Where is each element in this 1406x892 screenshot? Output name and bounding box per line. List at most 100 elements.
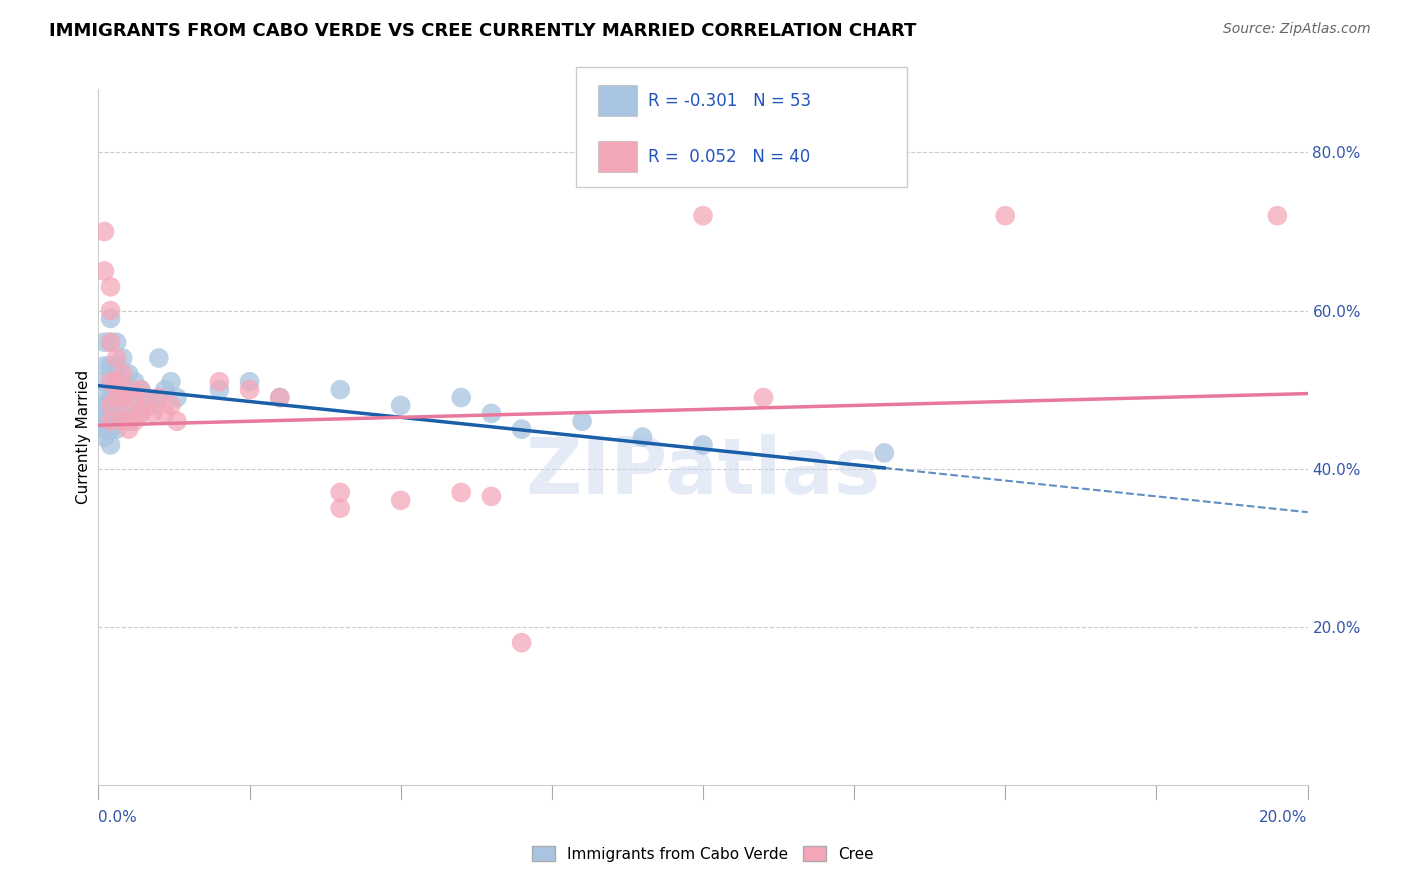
Point: [111, 375, 134, 389]
Point: [93, 359, 115, 373]
Point: [105, 422, 128, 436]
Point: [752, 391, 775, 405]
Point: [142, 406, 165, 420]
Point: [93, 406, 115, 420]
Point: [100, 375, 122, 389]
Point: [118, 383, 141, 397]
Point: [105, 375, 128, 389]
Point: [105, 335, 128, 350]
Point: [111, 367, 134, 381]
Text: R = -0.301   N = 53: R = -0.301 N = 53: [648, 92, 811, 111]
Point: [510, 422, 533, 436]
Text: Source: ZipAtlas.com: Source: ZipAtlas.com: [1223, 22, 1371, 37]
Point: [129, 383, 152, 397]
Point: [93, 391, 115, 405]
Point: [148, 391, 170, 405]
Point: [124, 399, 146, 413]
Point: [135, 391, 157, 405]
Point: [142, 399, 165, 413]
Point: [129, 406, 152, 420]
Text: 20.0%: 20.0%: [1260, 810, 1308, 825]
Point: [93, 399, 115, 413]
Point: [450, 485, 472, 500]
Point: [329, 485, 352, 500]
Point: [160, 399, 183, 413]
Point: [208, 383, 231, 397]
Point: [450, 391, 472, 405]
Point: [93, 335, 115, 350]
Point: [994, 209, 1017, 223]
Point: [100, 414, 122, 428]
Point: [111, 351, 134, 365]
Point: [329, 383, 352, 397]
Point: [481, 489, 503, 503]
Point: [153, 406, 176, 420]
Text: R =  0.052   N = 40: R = 0.052 N = 40: [648, 148, 810, 166]
Point: [148, 351, 170, 365]
Point: [100, 399, 122, 413]
Point: [329, 501, 352, 516]
Point: [160, 375, 183, 389]
Point: [93, 430, 115, 444]
Point: [571, 414, 593, 428]
Point: [148, 391, 170, 405]
Point: [100, 359, 122, 373]
Point: [135, 399, 157, 413]
Point: [118, 367, 141, 381]
Point: [118, 414, 141, 428]
Point: [111, 406, 134, 420]
Point: [1267, 209, 1289, 223]
Point: [129, 406, 152, 420]
Point: [105, 351, 128, 365]
Point: [93, 375, 115, 389]
Point: [100, 303, 122, 318]
Y-axis label: Currently Married: Currently Married: [76, 370, 91, 504]
Point: [208, 375, 231, 389]
Point: [100, 406, 122, 420]
Legend: Immigrants from Cabo Verde, Cree: Immigrants from Cabo Verde, Cree: [526, 839, 880, 868]
Point: [100, 422, 122, 436]
Point: [105, 391, 128, 405]
Point: [153, 383, 176, 397]
Point: [100, 391, 122, 405]
Point: [93, 225, 115, 239]
Point: [100, 375, 122, 389]
Point: [481, 406, 503, 420]
Point: [124, 414, 146, 428]
Point: [105, 391, 128, 405]
Point: [118, 406, 141, 420]
Point: [873, 446, 896, 460]
Point: [124, 391, 146, 405]
Text: ZIPatlas: ZIPatlas: [526, 434, 880, 510]
Point: [239, 383, 262, 397]
Point: [124, 375, 146, 389]
Point: [105, 375, 128, 389]
Point: [118, 383, 141, 397]
Text: IMMIGRANTS FROM CABO VERDE VS CREE CURRENTLY MARRIED CORRELATION CHART: IMMIGRANTS FROM CABO VERDE VS CREE CURRE…: [49, 22, 917, 40]
Point: [100, 335, 122, 350]
Point: [510, 635, 533, 649]
Point: [631, 430, 654, 444]
Point: [129, 383, 152, 397]
Point: [100, 335, 122, 350]
Point: [166, 414, 188, 428]
Point: [111, 391, 134, 405]
Point: [389, 493, 412, 508]
Point: [239, 375, 262, 389]
Point: [118, 422, 141, 436]
Point: [100, 438, 122, 452]
Text: 0.0%: 0.0%: [98, 810, 138, 825]
Point: [692, 438, 714, 452]
Point: [100, 280, 122, 294]
Point: [111, 414, 134, 428]
Point: [105, 359, 128, 373]
Point: [111, 391, 134, 405]
Point: [100, 311, 122, 326]
Point: [269, 391, 291, 405]
Point: [166, 391, 188, 405]
Point: [93, 264, 115, 278]
Point: [389, 399, 412, 413]
Point: [692, 209, 714, 223]
Point: [269, 391, 291, 405]
Point: [93, 414, 115, 428]
